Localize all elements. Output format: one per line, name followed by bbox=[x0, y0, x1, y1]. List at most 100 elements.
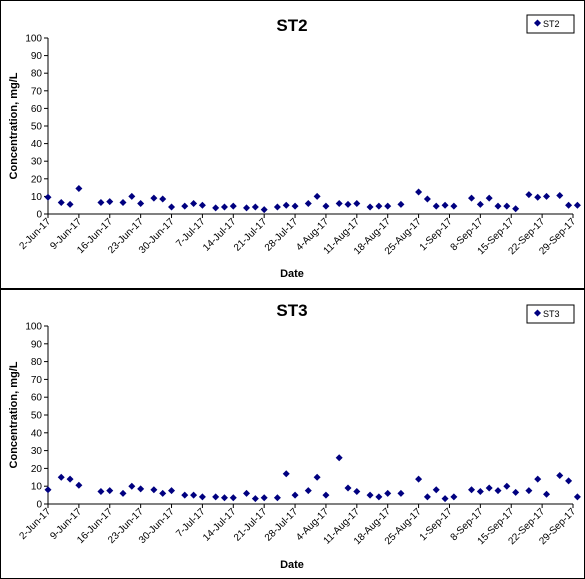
data-point bbox=[260, 494, 268, 502]
y-tick-label: 0 bbox=[36, 500, 42, 511]
y-tick-label: 40 bbox=[31, 428, 43, 439]
data-point bbox=[212, 204, 220, 212]
legend-entry: ST2 bbox=[543, 19, 560, 29]
data-point bbox=[198, 493, 206, 501]
data-point bbox=[313, 192, 321, 200]
data-point bbox=[229, 494, 237, 502]
x-tick-label: 2-Jun-17 bbox=[17, 506, 53, 542]
y-tick-label: 70 bbox=[31, 86, 43, 97]
data-point bbox=[415, 475, 423, 483]
data-point bbox=[397, 489, 405, 497]
data-point bbox=[291, 491, 299, 499]
data-point bbox=[415, 188, 423, 196]
data-point bbox=[243, 204, 251, 212]
data-point bbox=[543, 490, 551, 498]
chart-st3: ST3 ST3 Date Concentration, mg/L 0 10 20 30… bbox=[8, 301, 581, 571]
chart-st2: ST2 ST2 Date Concentration, mg/L 0 10 20 30… bbox=[8, 14, 581, 280]
data-point bbox=[565, 201, 573, 209]
data-point bbox=[273, 203, 281, 211]
data-point bbox=[97, 199, 105, 207]
data-point bbox=[512, 205, 520, 213]
data-point bbox=[432, 486, 440, 494]
y-tick-label: 90 bbox=[31, 51, 43, 62]
legend-entry: ST3 bbox=[543, 309, 560, 319]
data-point bbox=[168, 487, 176, 495]
data-point bbox=[543, 192, 551, 200]
y-tick-label: 80 bbox=[31, 357, 43, 368]
data-point bbox=[220, 494, 228, 502]
data-point bbox=[190, 491, 198, 499]
data-point bbox=[181, 491, 189, 499]
data-point bbox=[212, 493, 220, 501]
data-point bbox=[322, 491, 330, 499]
x-tick-label: 28-Jul-17 bbox=[263, 216, 301, 254]
y-tick-label: 50 bbox=[31, 122, 43, 133]
data-point bbox=[423, 493, 431, 501]
data-point bbox=[494, 202, 502, 210]
data-point bbox=[57, 473, 65, 481]
data-point bbox=[565, 477, 573, 485]
chart-title: ST2 bbox=[276, 16, 307, 35]
y-axis-label: Concentration, mg/L bbox=[8, 361, 20, 468]
data-point bbox=[384, 489, 392, 497]
y-tick-label: 30 bbox=[31, 446, 43, 457]
data-point bbox=[485, 194, 493, 202]
data-point bbox=[485, 484, 493, 492]
y-tick-label: 70 bbox=[31, 375, 43, 386]
data-point bbox=[128, 482, 136, 490]
y-tick-label: 20 bbox=[31, 174, 43, 185]
data-point bbox=[44, 193, 52, 201]
data-point bbox=[282, 470, 290, 478]
legend-marker bbox=[533, 19, 542, 27]
data-point bbox=[375, 493, 383, 501]
data-point bbox=[335, 199, 343, 207]
data-point bbox=[260, 206, 268, 214]
data-point bbox=[159, 195, 167, 203]
data-point bbox=[304, 487, 312, 495]
data-point bbox=[220, 203, 228, 211]
data-point bbox=[397, 200, 405, 208]
data-point bbox=[366, 491, 374, 499]
data-point bbox=[353, 199, 361, 207]
data-point bbox=[119, 489, 127, 497]
data-point bbox=[512, 488, 520, 496]
data-point bbox=[66, 475, 74, 483]
legend-box bbox=[526, 304, 575, 324]
y-axis-label: Concentration, mg/L bbox=[8, 72, 20, 179]
y-tick-label: 60 bbox=[31, 393, 43, 404]
data-point bbox=[503, 202, 511, 210]
data-point bbox=[251, 495, 259, 503]
x-tick-label: 2-Jun-17 bbox=[17, 216, 53, 252]
y-tick-label: 90 bbox=[31, 339, 43, 350]
data-point bbox=[128, 192, 136, 200]
plot-area: 01020304050607080901002-Jun-179-Jun-1716… bbox=[17, 34, 581, 257]
data-point bbox=[375, 202, 383, 210]
data-point bbox=[432, 202, 440, 210]
data-point bbox=[322, 202, 330, 210]
chart-panel-st2: ST2 ST2 Date Concentration, mg/L 0 10 20 30… bbox=[0, 0, 585, 289]
data-point bbox=[190, 199, 198, 207]
data-point bbox=[313, 473, 321, 481]
data-point bbox=[137, 199, 145, 207]
data-point bbox=[476, 488, 484, 496]
y-tick-label: 20 bbox=[31, 464, 43, 475]
y-tick-label: 40 bbox=[31, 139, 43, 150]
data-point bbox=[181, 202, 189, 210]
y-tick-label: 10 bbox=[31, 192, 43, 203]
data-point bbox=[106, 487, 114, 495]
data-point bbox=[384, 202, 392, 210]
data-point bbox=[150, 194, 158, 202]
data-point bbox=[119, 199, 127, 207]
data-point bbox=[251, 203, 259, 211]
data-point bbox=[137, 485, 145, 493]
x-axis-label: Date bbox=[280, 559, 304, 571]
data-point bbox=[476, 200, 484, 208]
plot-area: 01020304050607080901002-Jun-179-Jun-1716… bbox=[17, 322, 581, 547]
y-tick-label: 30 bbox=[31, 157, 43, 168]
data-point bbox=[556, 192, 564, 200]
data-point bbox=[159, 489, 167, 497]
y-tick-label: 100 bbox=[25, 34, 42, 45]
y-tick-label: 50 bbox=[31, 411, 43, 422]
data-point bbox=[353, 488, 361, 496]
data-point bbox=[573, 201, 581, 209]
